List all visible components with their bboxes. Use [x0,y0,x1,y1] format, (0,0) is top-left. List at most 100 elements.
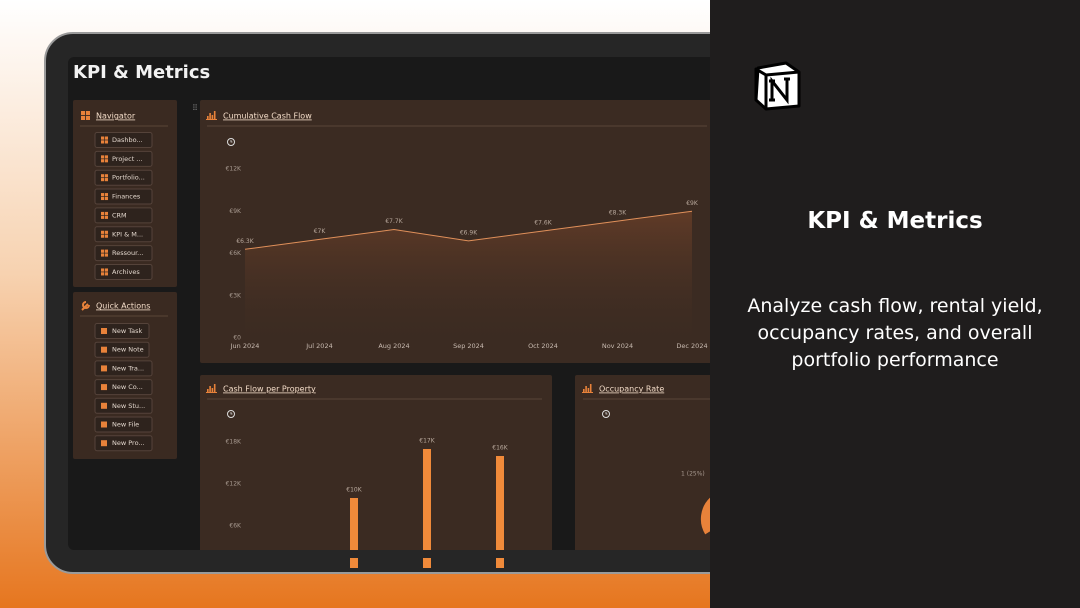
drag-handle: ⠿ [192,104,198,113]
icon [101,440,107,447]
panel-title[interactable]: Navigator [96,112,136,121]
promo-panel: KPI & Metrics Analyze cash flow, rental … [710,0,1080,608]
icon [230,412,233,415]
icon [104,178,108,182]
value-label: €6.3K [236,238,254,245]
icon [213,384,216,392]
action-button[interactable] [94,341,150,358]
y-tick-label: €18K [226,439,242,446]
nav-button[interactable] [94,226,153,243]
nav-label[interactable]: Archives [112,268,140,276]
icon [101,268,105,272]
action-label[interactable]: New Tra... [112,364,144,372]
icon [104,253,108,257]
icon [101,215,105,219]
value-label: €7.7K [385,218,403,225]
x-tick-label: Aug 2024 [378,342,409,350]
action-button[interactable] [94,397,153,414]
icon [85,111,90,116]
icon [104,155,108,159]
nav-button[interactable] [94,150,153,167]
icon [104,272,108,276]
icon [587,388,590,392]
nav-label[interactable]: Ressour... [112,249,143,257]
icon [101,253,105,257]
icon [589,384,592,392]
action-label[interactable]: New Task [112,327,143,335]
icon [85,115,90,120]
icon [230,140,233,143]
nav-button[interactable] [94,245,153,262]
icon [104,140,108,144]
nav-label[interactable]: CRM [112,211,127,219]
action-label[interactable]: New Note [112,346,144,354]
icon [213,111,216,119]
icon [101,328,107,334]
value-label: €6.9K [460,229,478,236]
icon [101,211,105,216]
icon [602,410,610,418]
icon [583,389,585,392]
nav-label[interactable]: Finances [112,193,141,201]
action-button[interactable] [94,435,153,452]
icon [101,234,105,238]
y-tick-label: €12K [226,166,242,173]
action-button[interactable] [94,416,153,433]
action-label[interactable]: New File [112,421,139,429]
nav-label[interactable]: Portfolio... [112,174,145,182]
nav-label[interactable]: KPI & M... [112,230,143,238]
x-tick-label: Oct 2024 [528,342,558,350]
line [244,210,693,250]
panel-title[interactable]: Occupancy Rate [599,385,664,394]
action-label[interactable]: New Stu... [112,402,145,410]
icon [101,140,105,144]
nav-button[interactable] [94,207,153,224]
icon [104,193,108,197]
nav-button[interactable] [94,132,153,148]
icon [101,365,107,372]
icon [101,272,105,276]
canvas: KPI & Metrics ⠿ Navigator Dashbo... Projec… [0,0,710,608]
value-label: €7K [314,228,327,235]
ui-layer: Navigator Dashbo... Project ... Portfolio..… [68,111,710,568]
icon [227,138,235,146]
icon [104,249,108,253]
y-tick-label: €12K [226,481,242,488]
nav-label[interactable]: Project ... [112,155,143,163]
action-button[interactable] [94,323,150,339]
y-tick-label: €6K [229,523,242,530]
icon [104,136,108,140]
icon [101,174,105,178]
icon [207,116,209,119]
action-button[interactable] [94,379,153,396]
action-label[interactable]: New Co... [112,383,143,391]
icon [104,268,108,272]
x-tick-label: Sep 2024 [453,342,484,350]
x-tick-label: Nov 2024 [602,342,633,350]
bar [350,498,358,568]
nav-label[interactable]: Dashbo... [112,136,143,144]
icon [101,178,105,182]
icon [101,136,105,140]
icon [227,410,235,418]
value-label: €8.3K [609,210,627,217]
panel-title[interactable]: Cash Flow per Property [223,385,316,394]
panel-title[interactable]: Quick Actions [96,302,150,311]
icon [101,421,107,428]
icon [209,386,211,392]
icon [101,346,107,353]
nav-button[interactable] [94,169,153,186]
action-label[interactable]: New Pro... [112,439,145,447]
value-label: €7.6K [534,219,552,226]
icon [101,249,105,253]
panel-title[interactable]: Cumulative Cash Flow [223,112,312,121]
icon [585,386,587,392]
icon [101,159,105,163]
action-button[interactable] [94,360,153,377]
nav-button[interactable] [94,263,153,280]
icon [207,389,209,392]
icon [104,215,108,219]
icon [104,211,108,216]
nav-button[interactable] [94,188,153,205]
